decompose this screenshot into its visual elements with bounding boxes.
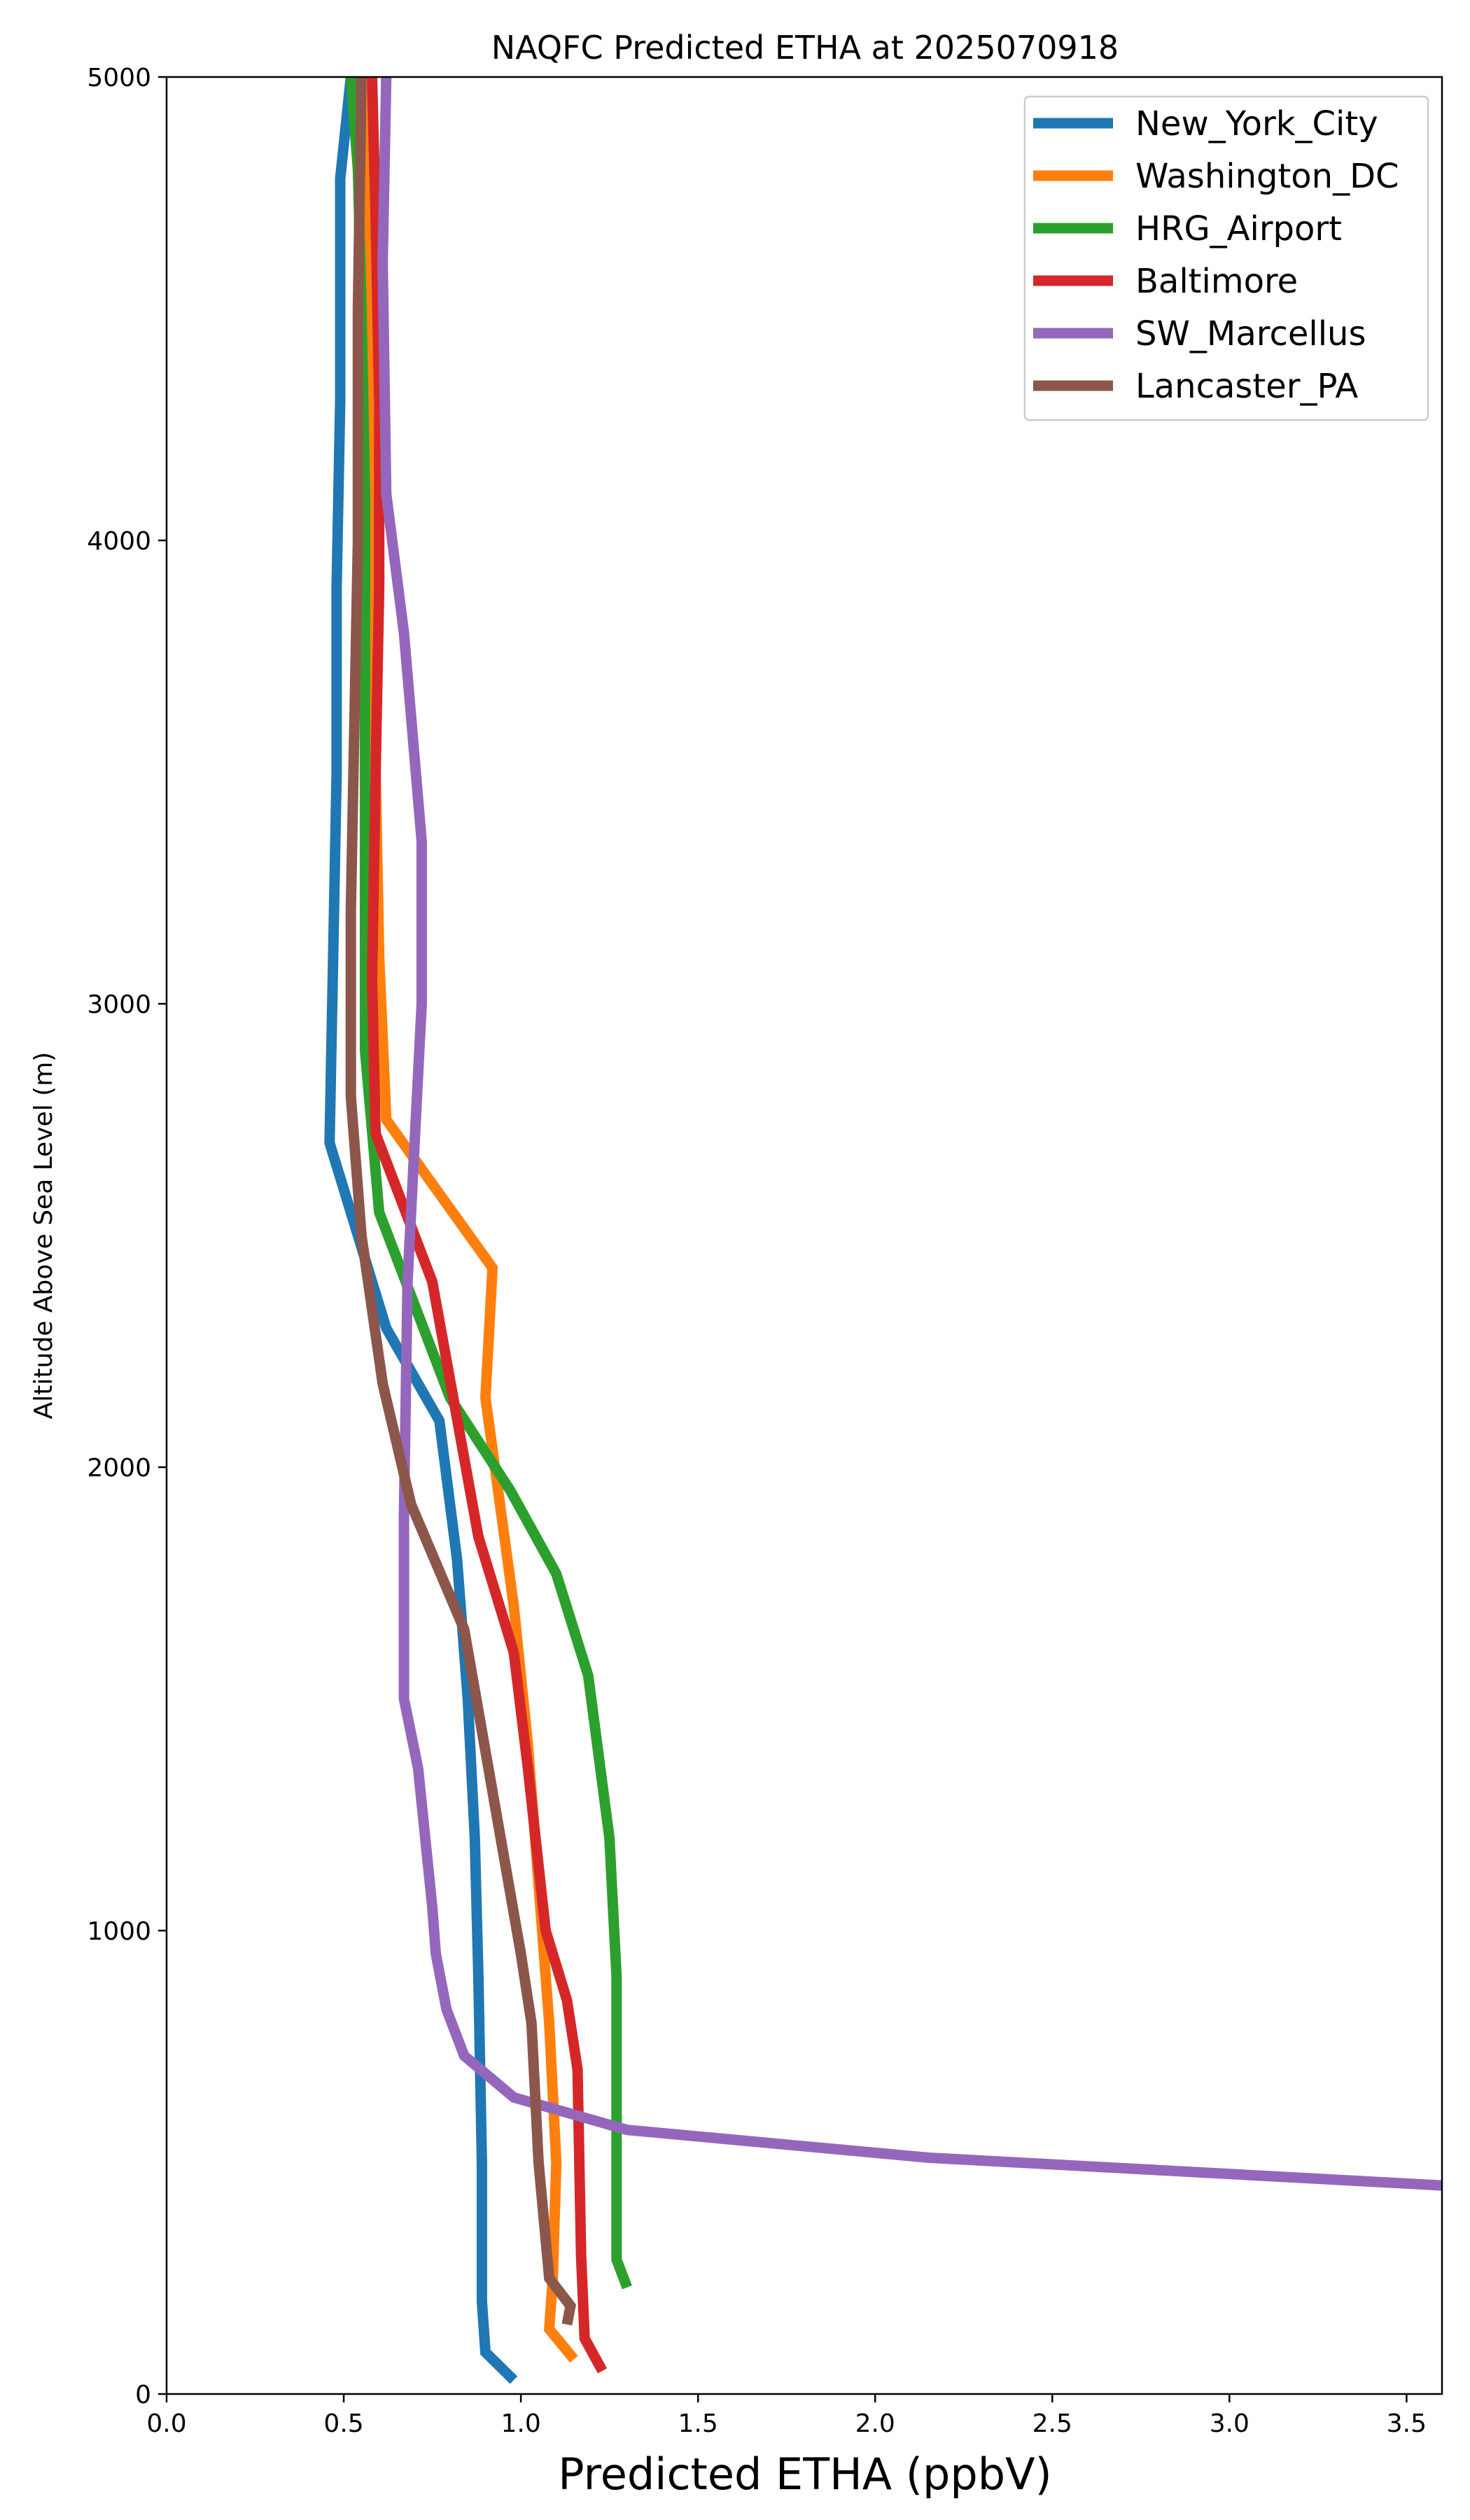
y-tick-label: 5000 bbox=[87, 64, 151, 92]
legend: New_York_City Washington_DC HRG_Airport Bal… bbox=[1023, 95, 1429, 421]
x-tick-label: 2.0 bbox=[855, 2409, 895, 2438]
y-tick-label: 4000 bbox=[87, 527, 151, 556]
y-tick-label: 0 bbox=[135, 2381, 151, 2409]
x-tick-label: 1.0 bbox=[500, 2409, 540, 2438]
x-axis: 0.0 0.5 1.0 1.5 2.0 2.5 3.0 3.5 bbox=[146, 2394, 1427, 2438]
legend-label: New_York_City bbox=[1135, 104, 1378, 144]
x-tick-label: 0.5 bbox=[323, 2409, 363, 2438]
legend-label: Washington_DC bbox=[1135, 157, 1399, 196]
x-tick-label: 2.5 bbox=[1032, 2409, 1072, 2438]
y-tick-label: 3000 bbox=[87, 990, 151, 1019]
y-tick-label: 2000 bbox=[87, 1454, 151, 1483]
legend-label: HRG_Airport bbox=[1135, 209, 1342, 248]
y-axis: 0 1000 2000 3000 4000 5000 bbox=[87, 64, 167, 2409]
series-line-new-york-city bbox=[324, 77, 518, 2384]
series-line-sw-marcellus bbox=[377, 77, 1442, 2191]
plot-frame bbox=[165, 76, 1443, 2395]
series-line-baltimore bbox=[366, 77, 608, 2374]
legend-label: SW_Marcellus bbox=[1135, 314, 1366, 354]
legend-label: Lancaster_PA bbox=[1135, 367, 1358, 406]
y-tick-label: 1000 bbox=[87, 1917, 151, 1946]
x-tick-label: 0.0 bbox=[146, 2409, 186, 2438]
legend-box bbox=[1023, 95, 1429, 421]
series-layer bbox=[324, 77, 1442, 2384]
x-axis-label: Predicted ETHA (ppbV) bbox=[558, 2449, 1051, 2500]
y-axis-label: Altitude Above Sea Level (m) bbox=[29, 1052, 58, 1420]
legend-label: Baltimore bbox=[1135, 262, 1298, 301]
x-tick-label: 1.5 bbox=[678, 2409, 718, 2438]
series-line-washington-dc bbox=[363, 77, 578, 2363]
x-tick-label: 3.0 bbox=[1210, 2409, 1250, 2438]
series-line-lancaster-pa bbox=[345, 77, 577, 2326]
chart-title: NAQFC Predicted ETHA at 2025070918 bbox=[491, 29, 1119, 66]
x-tick-label: 3.5 bbox=[1387, 2409, 1427, 2438]
